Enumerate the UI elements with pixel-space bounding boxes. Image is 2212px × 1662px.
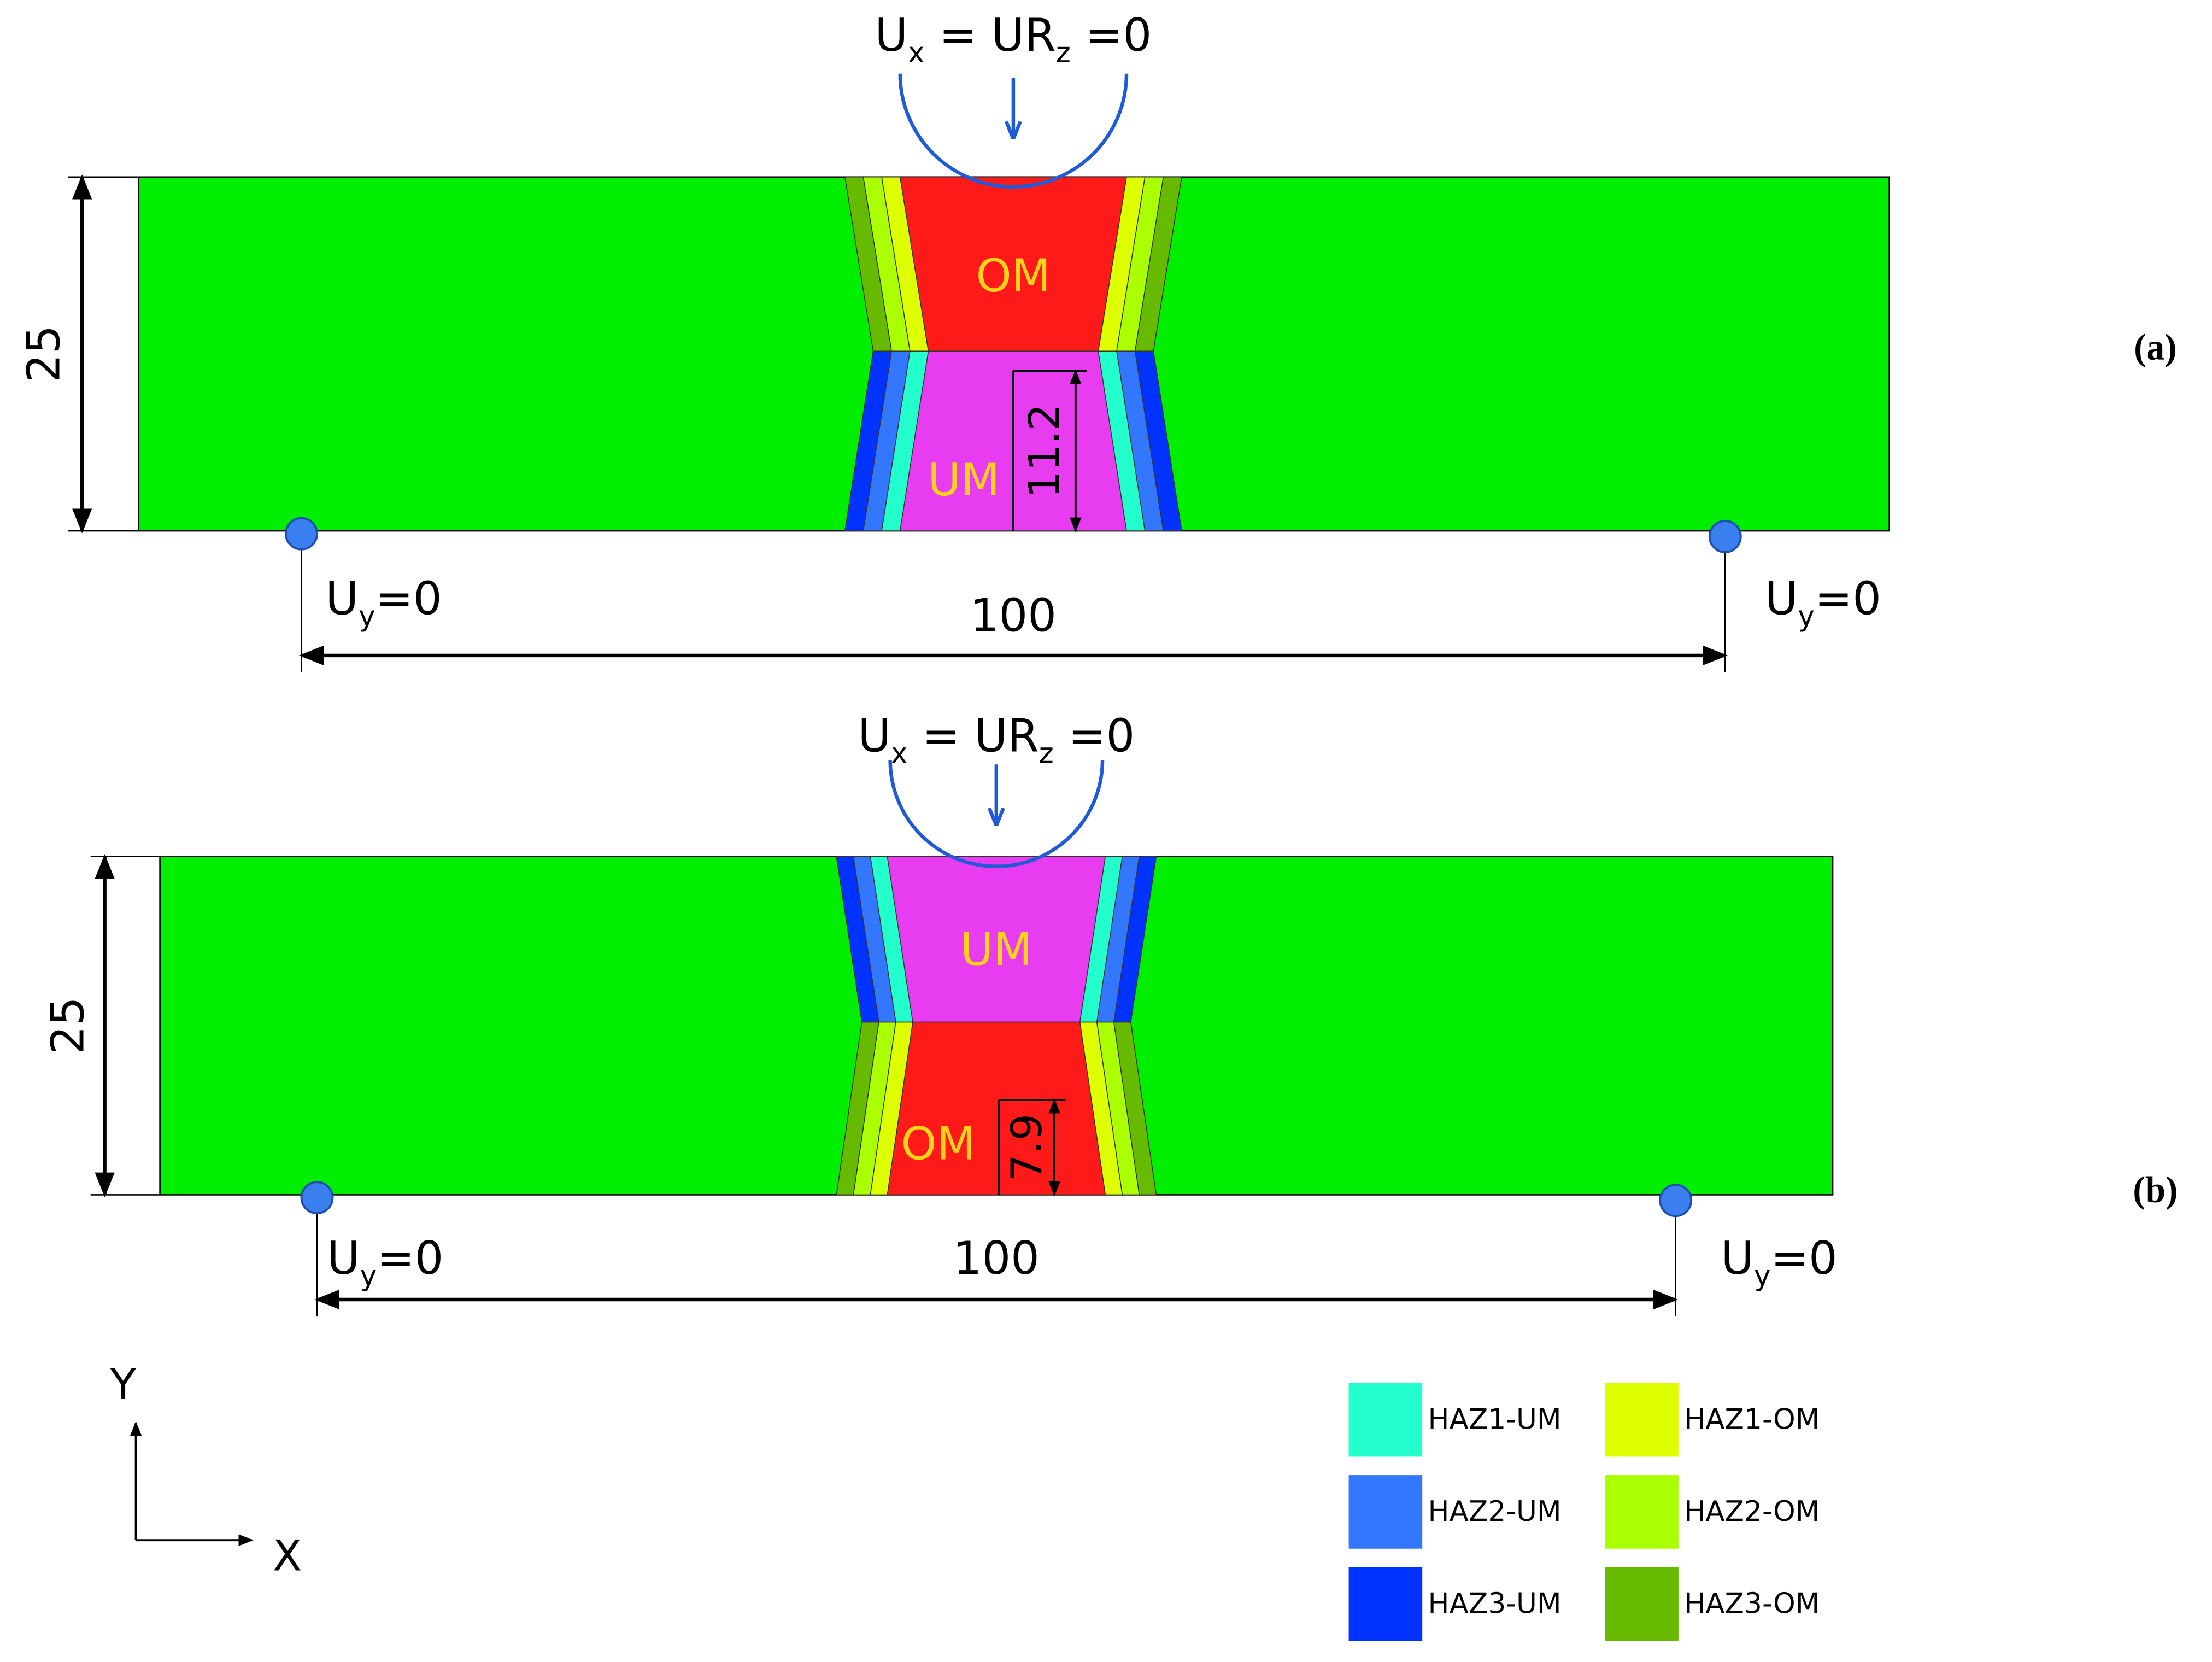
text-part: =0 [375, 572, 442, 625]
dimension-label: 11.2 [1020, 403, 1070, 498]
text-part: =0 [1054, 710, 1135, 763]
height-label: 25 [17, 325, 70, 383]
support [285, 517, 318, 551]
legend-swatch [1348, 1475, 1423, 1549]
support-condition: Uy=0 [326, 572, 442, 633]
support [300, 1181, 334, 1215]
load-roller [888, 760, 1105, 868]
text-part: U [858, 710, 891, 763]
load-roller [898, 73, 1129, 189]
legend-label: HAZ2-OM [1684, 1495, 1820, 1528]
text-part: x [908, 37, 924, 69]
support-condition: Uy=0 [327, 1232, 443, 1292]
text-part: U [1721, 1232, 1755, 1285]
text-part: =0 [1815, 572, 1881, 625]
span-label: 100 [970, 589, 1057, 642]
text-part: =0 [1071, 9, 1152, 62]
text-part: U [326, 572, 359, 625]
legend-swatch [1605, 1383, 1679, 1457]
support-condition: Uy=0 [1721, 1232, 1838, 1292]
load-condition: Ux = URz =0 [875, 9, 1152, 69]
text-part: U [327, 1232, 360, 1285]
panel-label: (a) [2134, 327, 2177, 368]
text-part: y [359, 600, 375, 633]
support [1659, 1184, 1693, 1218]
panel-label: (b) [2133, 1169, 2178, 1210]
load-condition: Ux = URz =0 [858, 710, 1135, 770]
legend-label: HAZ3-UM [1428, 1587, 1562, 1620]
text-part: z [1039, 738, 1054, 770]
text-part: y [360, 1260, 377, 1292]
dimension-label: 7.9 [1002, 1114, 1052, 1181]
text-part: =0 [1771, 1232, 1838, 1285]
text-part: =0 [377, 1232, 443, 1285]
text-part: z [1056, 37, 1071, 69]
region-label: OM [976, 249, 1051, 302]
legend-swatch [1348, 1383, 1423, 1457]
text-part: U [875, 9, 908, 62]
legend-swatch [1605, 1475, 1679, 1549]
height-label: 25 [41, 997, 94, 1054]
region-label: UM [960, 923, 1032, 976]
legend-label: HAZ3-OM [1684, 1587, 1820, 1620]
legend-swatch [1348, 1567, 1423, 1641]
text-part: y [1798, 600, 1814, 633]
text-part: U [1765, 572, 1798, 625]
legend-swatch [1605, 1567, 1679, 1641]
text-part: = UR [925, 9, 1056, 62]
support-condition: Uy=0 [1765, 572, 1881, 633]
region-label: OM [901, 1117, 976, 1170]
axis-label: X [273, 1531, 302, 1581]
legend-label: HAZ1-UM [1428, 1403, 1562, 1436]
region-label: UM [928, 453, 1000, 506]
legend-label: HAZ1-OM [1684, 1403, 1820, 1436]
text-part: = UR [907, 710, 1038, 763]
support [1708, 520, 1742, 553]
text-part: y [1754, 1260, 1770, 1292]
legend-label: HAZ2-UM [1428, 1495, 1562, 1528]
axis-label: Y [110, 1360, 137, 1409]
span-label: 100 [953, 1232, 1040, 1285]
text-part: x [891, 738, 907, 770]
